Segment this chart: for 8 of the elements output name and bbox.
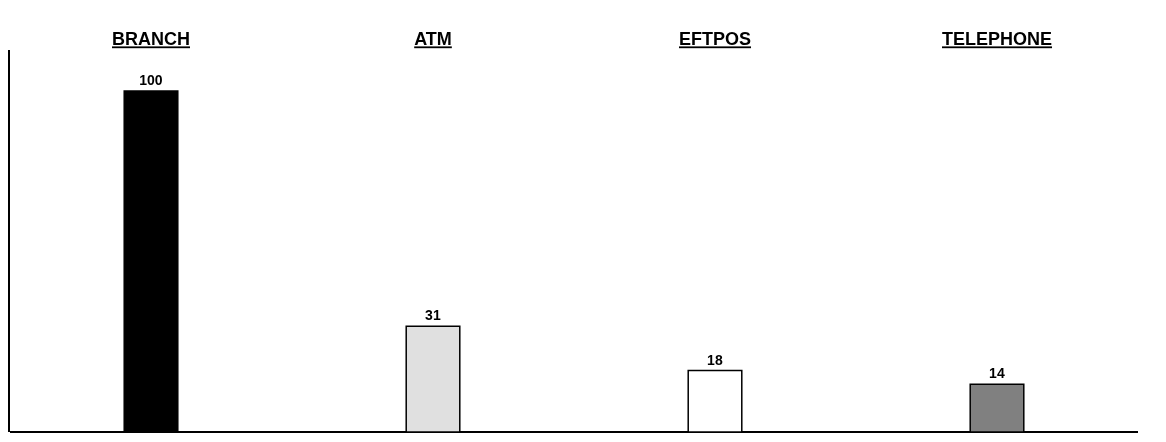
data-label: 18 xyxy=(707,351,723,368)
x-tick-label: BRANCH xyxy=(112,29,190,50)
data-label: 31 xyxy=(425,307,441,324)
data-label: 14 xyxy=(989,365,1005,382)
x-tick-label: TELEPHONE xyxy=(941,29,1053,50)
x-tick-label: EFTPOS xyxy=(678,29,752,50)
x-tick-label: ATM xyxy=(414,29,452,50)
data-label: 100 xyxy=(139,71,163,88)
